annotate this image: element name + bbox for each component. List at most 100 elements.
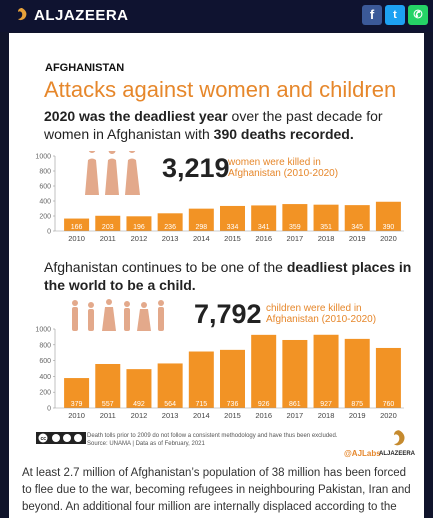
svg-text:cc: cc — [41, 436, 47, 442]
y-tick-label: 600 — [39, 358, 51, 365]
bar — [313, 334, 339, 408]
x-tick-label: 2016 — [255, 411, 272, 420]
y-tick-label: 0 — [47, 406, 51, 413]
whatsapp-share-icon[interactable]: ✆ — [408, 5, 428, 25]
bar-value-label: 492 — [133, 401, 145, 408]
article-paragraph: At least 2.7 million of Afghanistan’s po… — [22, 467, 411, 513]
y-tick-label: 1000 — [35, 154, 51, 161]
top-bar: ALJAZEERA f t ✆ — [0, 0, 433, 32]
bar-value-label: 379 — [71, 401, 83, 408]
bar — [157, 363, 183, 408]
bar — [375, 347, 401, 408]
bar-value-label: 760 — [383, 401, 395, 408]
x-tick-label: 2010 — [68, 234, 85, 243]
y-tick-label: 800 — [39, 169, 51, 176]
lead-women: 2020 was the deadliest year over the pas… — [44, 107, 414, 143]
bar-value-label: 298 — [195, 224, 207, 231]
bar — [157, 213, 183, 231]
bar — [64, 378, 90, 408]
bar — [344, 205, 370, 231]
bar — [220, 205, 245, 231]
creative-commons-icon: cc — [36, 432, 86, 444]
x-tick-label: 2011 — [100, 234, 116, 243]
x-tick-label: 2013 — [162, 411, 179, 420]
bar-value-label: 359 — [289, 224, 301, 231]
y-tick-label: 0 — [47, 229, 51, 236]
article-card: AFGHANISTAN Attacks against women and ch… — [9, 33, 424, 518]
brand-name: ALJAZEERA — [34, 7, 129, 24]
y-tick-label: 400 — [39, 199, 51, 206]
x-tick-label: 2019 — [349, 411, 366, 420]
y-tick-label: 200 — [39, 390, 51, 397]
bar — [282, 339, 308, 408]
bar-value-label: 341 — [258, 224, 270, 231]
women-figures-icon — [85, 151, 140, 195]
lead-bold-1: 2020 was the deadliest year — [44, 108, 228, 124]
x-tick-label: 2012 — [131, 234, 148, 243]
bar — [313, 204, 339, 231]
children-deaths-chart: 0 200 400 600 800 1000 379 2010 557 2011 492 2012 56… — [35, 327, 404, 420]
women-total-caption: women were killed in Afghanistan (2010-2… — [228, 157, 339, 179]
bar-value-label: 736 — [227, 401, 239, 408]
bar — [220, 349, 245, 408]
x-tick-label: 2014 — [193, 234, 210, 243]
footnote-source: Source: UNAMA | Data as of February, 202… — [87, 441, 205, 447]
y-tick-label: 1000 — [35, 327, 51, 334]
bar — [188, 351, 214, 408]
footnote-methodology: Death tolls prior to 2009 do not follow … — [87, 433, 338, 439]
x-tick-label: 2014 — [193, 411, 210, 420]
bar — [95, 363, 121, 408]
women-total: 3,219 — [162, 153, 230, 183]
ajlabs-handle: @AJLabs — [344, 449, 381, 458]
bar — [251, 334, 277, 408]
y-tick-label: 200 — [39, 214, 51, 221]
bar — [126, 216, 152, 231]
bar-value-label: 861 — [289, 401, 301, 408]
bar-value-label: 390 — [383, 224, 395, 231]
x-tick-label: 2019 — [349, 234, 366, 243]
x-tick-label: 2011 — [100, 411, 116, 420]
lead-bold-2: 390 deaths recorded. — [213, 126, 354, 142]
bar-value-label: 351 — [320, 224, 332, 231]
x-tick-label: 2012 — [131, 411, 148, 420]
x-tick-label: 2010 — [68, 411, 85, 420]
lead2-text: Afghanistan continues to be one of the — [44, 259, 287, 275]
bar-value-label: 557 — [102, 401, 114, 408]
lead2-bold: deadliest places in the world to be a ch… — [44, 259, 412, 293]
bar-value-label: 926 — [258, 401, 270, 408]
children-total: 7,792 — [194, 299, 262, 329]
lead-text-1: over the past decade for women in Afghan… — [44, 108, 383, 142]
bar-value-label: 203 — [102, 224, 114, 231]
x-tick-label: 2018 — [318, 411, 335, 420]
facebook-share-icon[interactable]: f — [362, 5, 382, 25]
x-tick-label: 2016 — [255, 234, 272, 243]
aljazeera-emblem-small-icon — [394, 430, 405, 446]
section-label: AFGHANISTAN — [45, 62, 125, 74]
x-tick-label: 2020 — [380, 411, 397, 420]
women-deaths-chart: 0 200 400 600 800 1000 166 2010 203 2011 196 2012 23… — [35, 154, 404, 243]
bar — [375, 201, 401, 231]
x-tick-label: 2018 — [318, 234, 335, 243]
y-tick-label: 600 — [39, 184, 51, 191]
twitter-share-icon[interactable]: t — [385, 5, 405, 25]
bar — [282, 204, 308, 231]
infographic-title: Attacks against women and children — [44, 77, 397, 102]
bar-value-label: 345 — [351, 224, 363, 231]
x-tick-label: 2015 — [224, 411, 241, 420]
bar — [251, 205, 277, 231]
bar — [95, 215, 121, 231]
bar — [188, 208, 214, 231]
y-tick-label: 800 — [39, 342, 51, 349]
children-figures-icon — [72, 299, 164, 331]
bar-value-label: 196 — [133, 224, 145, 231]
y-tick-label: 400 — [39, 374, 51, 381]
bar-value-label: 236 — [164, 224, 176, 231]
aljazeera-emblem-icon — [18, 8, 27, 21]
bar-value-label: 334 — [227, 224, 239, 231]
x-tick-label: 2017 — [287, 411, 304, 420]
x-tick-label: 2017 — [287, 234, 304, 243]
x-tick-label: 2015 — [224, 234, 241, 243]
x-tick-label: 2013 — [162, 234, 179, 243]
bar-value-label: 875 — [351, 401, 363, 408]
aljazeera-logo[interactable]: ALJAZEERA — [14, 7, 129, 24]
